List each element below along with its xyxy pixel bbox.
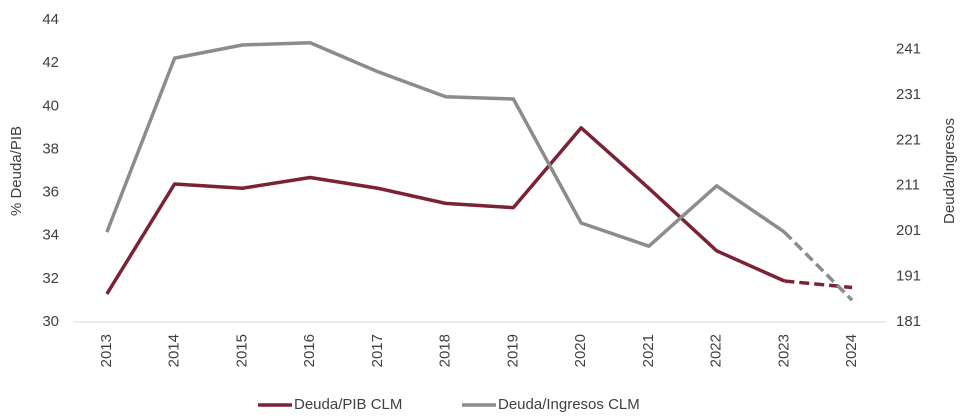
y2-tick-label: 231 — [896, 86, 921, 103]
series-line — [105, 40, 786, 248]
x-tick-label: 2023 — [775, 334, 792, 367]
y-tick-label: 36 — [42, 184, 59, 201]
series-line — [105, 126, 786, 295]
y2-tick-label: 191 — [896, 268, 921, 285]
y2-tick-label: 241 — [896, 40, 921, 57]
series-line-dashed — [784, 279, 853, 290]
y2-axis-label: Deuda/Ingresos — [941, 118, 958, 224]
y2-tick-label: 211 — [896, 177, 920, 194]
x-tick-label: 2021 — [640, 334, 657, 367]
x-tick-label: 2015 — [233, 334, 250, 367]
y-tick-label: 30 — [42, 313, 59, 330]
legend-label: Deuda/PIB CLM — [294, 396, 402, 413]
x-tick-label: 2019 — [504, 334, 521, 367]
legend-label: Deuda/Ingresos CLM — [498, 396, 640, 413]
y-tick-label: 38 — [42, 140, 59, 157]
y-tick-label: 42 — [42, 54, 59, 71]
x-tick-label: 2017 — [369, 334, 386, 367]
y-tick-label: 32 — [42, 270, 59, 287]
y-axis-label: % Deuda/PIB — [8, 126, 25, 216]
x-tick-label: 2018 — [437, 334, 454, 367]
y2-tick-label: 201 — [896, 222, 921, 239]
y2-tick-label: 181 — [896, 313, 921, 330]
x-tick-label: 2020 — [572, 334, 589, 367]
x-tick-label: 2013 — [98, 334, 115, 367]
series-line-dashed — [783, 230, 854, 302]
x-tick-label: 2022 — [708, 334, 725, 367]
y-tick-label: 44 — [42, 11, 59, 28]
x-tick-label: 2024 — [843, 334, 860, 367]
x-tick-label: 2016 — [301, 334, 318, 367]
y2-tick-label: 221 — [896, 131, 921, 148]
x-tick-label: 2014 — [166, 334, 183, 367]
y-tick-label: 34 — [42, 227, 59, 244]
y-tick-label: 40 — [42, 97, 59, 114]
